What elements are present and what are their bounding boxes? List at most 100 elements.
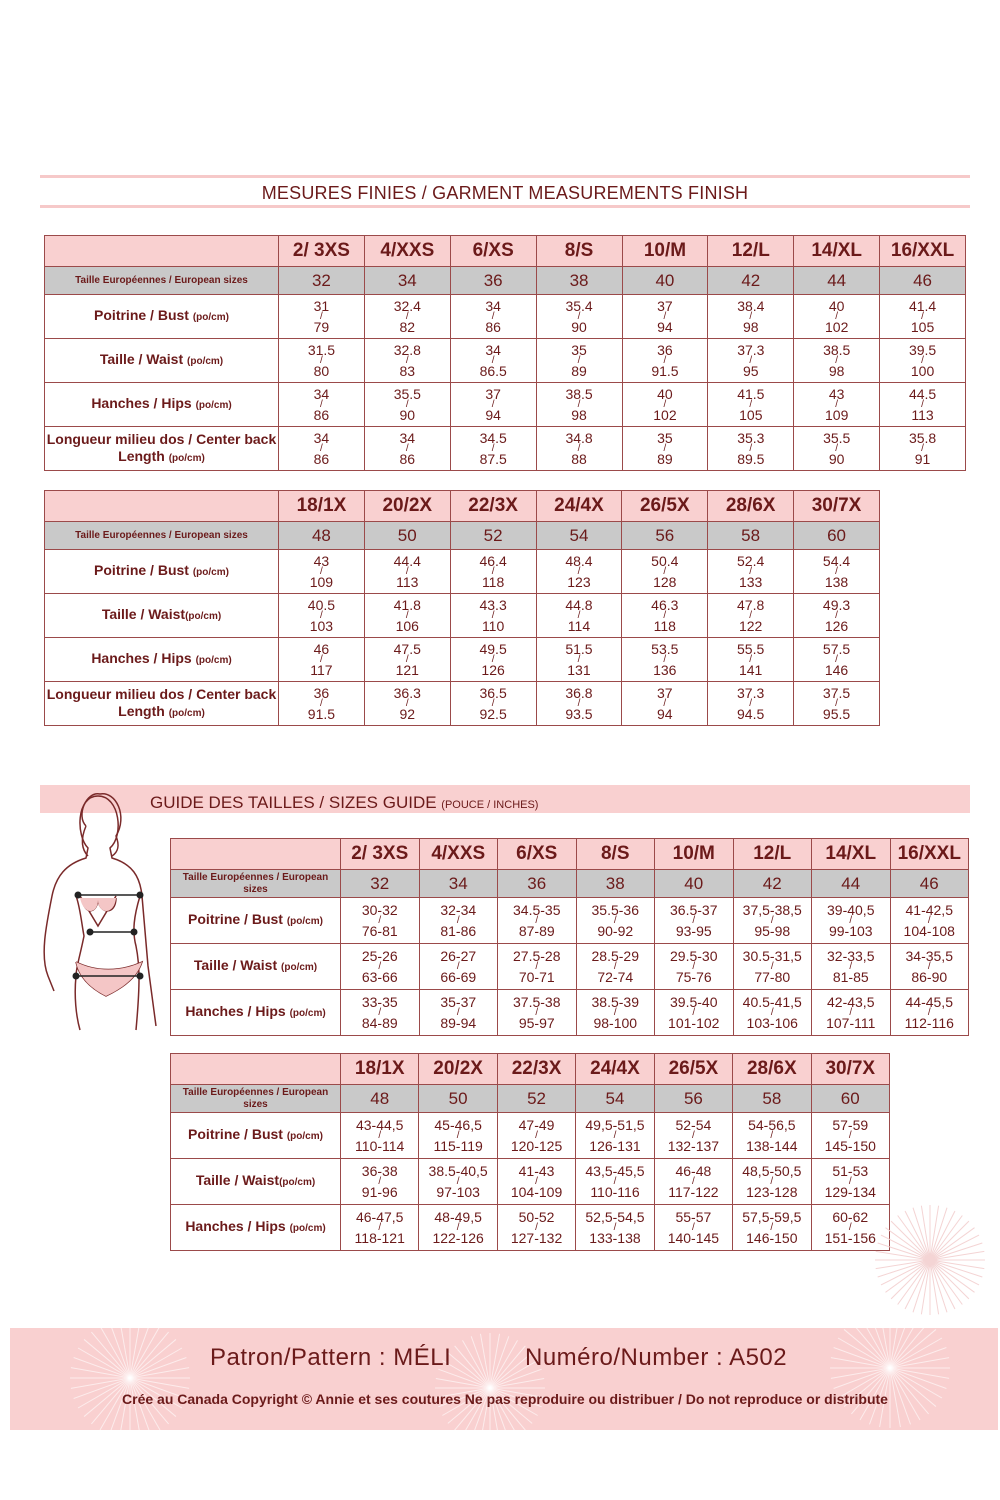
euro-size: 44 [793, 266, 881, 295]
measure-cell: 46.3/118 [621, 593, 709, 638]
measure-cell: 45-46,5/115-119 [418, 1112, 498, 1159]
cm-value: 138 [824, 573, 849, 590]
pattern-name: Patron/Pattern : MÉLI [210, 1344, 452, 1371]
measure-cell: 36/91.5 [278, 681, 365, 726]
measure-cell: 46-47,5/118-121 [339, 1204, 420, 1251]
euro-size: 58 [732, 1084, 812, 1113]
measure-cell: 48,5-50,5/123-128 [732, 1158, 812, 1205]
separator: / [577, 565, 581, 577]
measure-cell: 37.5/95.5 [793, 681, 880, 726]
cm-value: 117 [310, 661, 333, 678]
cm-value: 98 [571, 406, 587, 423]
separator: / [320, 609, 323, 621]
euro-size: 38 [575, 869, 655, 898]
inch-value: 38.5 [565, 385, 593, 402]
inch-value: 43.3 [479, 596, 507, 613]
measure-cell: 44.5/113 [879, 382, 966, 427]
cm-value: 91-96 [361, 1183, 398, 1200]
cm-value: 109 [825, 406, 849, 423]
inch-value: 46 [313, 640, 330, 657]
measure-cell: 48.4/123 [535, 549, 623, 594]
separator: / [921, 398, 924, 410]
size-header: 12/L [732, 838, 812, 870]
measure-cell: 29.5-30/75-76 [654, 943, 734, 990]
cm-value: 63-66 [361, 968, 398, 985]
euro-size: 36 [449, 266, 537, 295]
separator: / [921, 310, 924, 322]
row-unit: (po/cm) [192, 567, 229, 578]
cm-value: 86 [313, 406, 330, 423]
measure-cell: 31/79 [278, 294, 365, 339]
inch-value: 54-56,5 [748, 1116, 796, 1133]
inch-value: 40.5-41,5 [742, 993, 802, 1010]
inch-value: 37 [485, 385, 501, 402]
cm-value: 136 [653, 661, 677, 678]
cm-value: 83 [399, 362, 416, 379]
inch-value: 34 [485, 297, 501, 314]
row-label: Taille / Waist(po/cm) [44, 593, 279, 638]
measure-row: Longueur milieu dos / Center back Length… [44, 681, 880, 726]
header-row: 2/ 3XS 4/XXS 6/XS 8/S 10/M 12/L 14/XL 16/XXL [170, 838, 969, 870]
euro-size: 52 [449, 521, 537, 550]
dandelion-decoration [70, 1328, 950, 1430]
inch-value: 35.3 [737, 429, 765, 446]
separator: / [663, 442, 667, 454]
separator: / [405, 398, 409, 410]
cm-value: 93-95 [675, 922, 712, 939]
separator: / [378, 1221, 382, 1233]
inch-value: 32.4 [393, 297, 421, 314]
guide-title: GUIDE DES TAILLES / SIZES GUIDE (POUCE /… [150, 793, 538, 813]
separator: / [405, 442, 409, 454]
cm-value: 89 [571, 362, 587, 379]
measure-cell: 43.3/110 [449, 593, 537, 638]
inch-value: 40 [828, 297, 845, 314]
size-header: 6/XS [449, 235, 537, 267]
cm-value: 98-100 [593, 1014, 638, 1031]
size-header: 6/XS [497, 838, 577, 870]
measure-cell: 42-43,5/107-111 [811, 989, 891, 1036]
cm-value: 77-80 [754, 968, 791, 985]
size-header: 28/6X [732, 1053, 812, 1085]
measure-cell: 36.5/92.5 [449, 681, 537, 726]
cm-value: 129-134 [824, 1183, 876, 1200]
row-label: Taille / Waist(po/cm) [170, 1158, 341, 1205]
separator: / [456, 1129, 460, 1141]
inch-value: 37.5 [822, 684, 851, 701]
measure-cell: 41.8/106 [363, 593, 451, 638]
separator: / [577, 653, 581, 665]
row-label-text: Longueur milieu dos / Center back Length [46, 430, 277, 464]
row-unit: (po/cm) [279, 1177, 316, 1188]
cm-value: 102 [825, 318, 849, 335]
size-header: 10/M [621, 235, 709, 267]
cm-value: 89.5 [737, 450, 765, 467]
cm-value: 89-94 [440, 1014, 477, 1031]
row-label-text: Taille / Waist [193, 957, 282, 973]
row-label: Poitrine / Bust (po/cm) [170, 1112, 341, 1159]
measure-cell: 35.5/90 [793, 426, 881, 471]
inch-value: 47.5 [393, 640, 421, 657]
measure-cell: 46.4/118 [449, 549, 537, 594]
separator: / [405, 354, 409, 366]
euro-size: 46 [889, 869, 969, 898]
measure-cell: 32.4/82 [363, 294, 451, 339]
measure-cell: 44.4/113 [363, 549, 451, 594]
header-row: 2/ 3XS 4/XXS 6/XS 8/S 10/M 12/L 14/XL 16/XXL [44, 235, 966, 267]
row-unit: (po/cm) [187, 356, 224, 367]
separator: / [535, 1006, 539, 1018]
inch-value: 57-59 [832, 1116, 869, 1133]
size-header: 24/4X [535, 490, 623, 522]
measure-cell: 37/94 [449, 382, 537, 427]
row-label-text: Taille / Waist [99, 351, 188, 367]
cm-value: 90 [399, 406, 416, 423]
row-label-text: Poitrine / Bust [94, 562, 193, 578]
euro-size: 32 [340, 869, 420, 898]
euro-size: 34 [363, 266, 451, 295]
cm-value: 88 [571, 450, 587, 467]
row-label-text: Longueur milieu dos / Center back Length [46, 685, 277, 719]
measure-cell: 37/94 [621, 681, 709, 726]
row-label: Taille / Waist (po/cm) [170, 943, 341, 990]
euro-size: 50 [418, 1084, 498, 1113]
inch-value: 34-35,5 [905, 947, 953, 964]
separator: / [749, 398, 753, 410]
row-label-text: Poitrine / Bust [188, 911, 287, 927]
